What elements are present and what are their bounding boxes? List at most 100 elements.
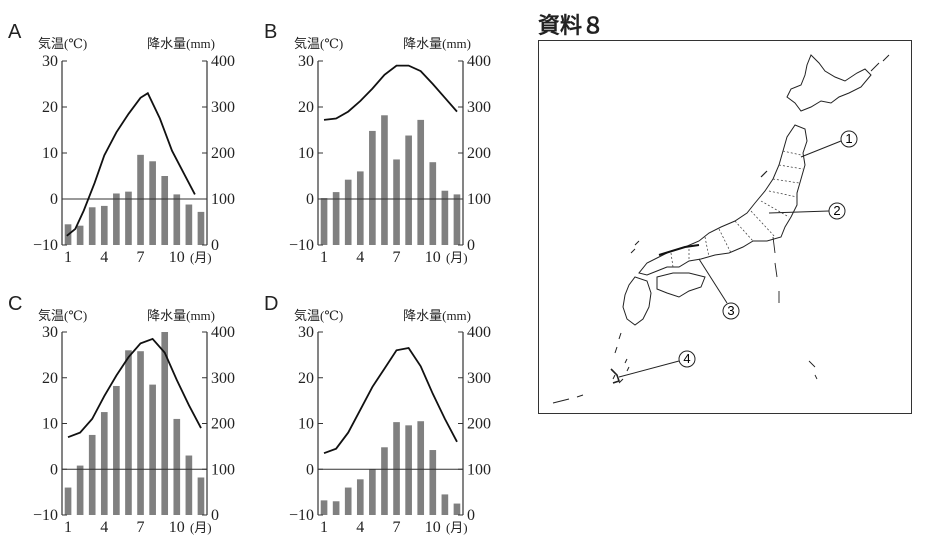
chart-C-temperature-line	[67, 337, 202, 439]
chart-A-bar-12	[197, 211, 205, 245]
chart-D-rtick-label-2: 200	[467, 416, 491, 433]
hokkaido-outline	[786, 54, 872, 112]
chart-C-rtick-label-2: 200	[211, 416, 235, 433]
chart-C-bar-5	[113, 385, 120, 515]
chart-C-temp-label: 気温(℃)	[38, 308, 87, 323]
chart-A-xtick-1: 4	[100, 249, 108, 266]
chart-B-ltick-label-2: 10	[298, 145, 314, 162]
chart-B-temp-label: 気温(℃)	[294, 36, 343, 51]
chart-D-bar-8	[405, 425, 412, 515]
chart-B-xtick-0: 1	[320, 249, 328, 266]
chart-B-bar-11	[441, 190, 449, 245]
chart-B-ltick-label-4: −10	[289, 237, 314, 254]
chart-C-ltick-label-3: 0	[50, 461, 58, 478]
prefecture-borders	[670, 150, 804, 268]
chart-A-ltick-label-1: 20	[42, 99, 58, 116]
chart-D-rtick-label-0: 400	[467, 324, 491, 341]
chart-C-bar-7	[137, 351, 144, 515]
chart-B-ltick-label-0: 30	[298, 53, 314, 70]
chart-C-rtick-label-4: 0	[211, 507, 219, 524]
chart-A-precip-label: 降水量(mm)	[147, 36, 215, 51]
chart-C-ltick-label-2: 10	[42, 416, 58, 433]
chart-D-xtick-0: 1	[320, 519, 328, 536]
chart-A-bar-7	[137, 154, 144, 245]
chart-D-bar-7	[393, 422, 400, 515]
okinawa	[610, 368, 621, 384]
chart-C-month-unit: (月)	[190, 520, 212, 535]
japan-map: 1 2 3 4	[538, 40, 912, 414]
chart-C-bar-12	[197, 477, 205, 515]
sado-island	[760, 170, 768, 178]
chart-D-ltick-label-1: 20	[298, 370, 314, 387]
chart-B-bar-5	[369, 130, 376, 245]
chart-A-bar-2	[76, 225, 84, 245]
chart-A-rtick-label-2: 200	[211, 145, 235, 162]
chart-A-letter: A	[8, 21, 22, 43]
marker-1-label: 1	[845, 131, 852, 146]
chart-A-temp-label: 気温(℃)	[38, 36, 87, 51]
chart-C-bar-11	[185, 455, 193, 515]
chart-B-bar-1	[320, 198, 328, 245]
chart-C-bar-8	[149, 384, 156, 515]
chart-D-rtick-label-3: 100	[467, 461, 491, 478]
chart-B-rtick-label-1: 300	[467, 99, 491, 116]
pacific-islands	[772, 236, 818, 380]
chart-C-bar-4	[100, 412, 108, 515]
chart-C-bar-6	[125, 350, 132, 515]
chart-A-bar-10	[173, 194, 181, 245]
chart-D-temp-label: 気温(℃)	[294, 308, 343, 323]
chart-C-rtick-label-1: 300	[211, 370, 235, 387]
chart-B-bar-10	[429, 162, 437, 245]
chart-C-xtick-0: 1	[64, 519, 72, 536]
chart-B-bar-3	[344, 179, 352, 245]
marker-4-label: 4	[683, 351, 690, 366]
chart-B-rtick-label-2: 200	[467, 145, 491, 162]
southwest-islands	[552, 394, 584, 404]
chart-B-rtick-label-0: 400	[467, 53, 491, 70]
chart-A-bar-8	[149, 161, 156, 245]
chart-C-bar-1	[64, 487, 72, 515]
chart-D-rtick-label-4: 0	[467, 507, 475, 524]
chart-D-rtick-label-1: 300	[467, 370, 491, 387]
chart-B-temperature-line	[323, 64, 458, 121]
marker-2: 2	[768, 202, 846, 220]
chart-C-bar-10	[173, 418, 181, 515]
oki-islands	[630, 240, 640, 254]
chart-D-bar-12	[453, 503, 461, 515]
chart-C-ltick-label-1: 20	[42, 370, 58, 387]
chart-B-rtick-label-4: 0	[467, 237, 475, 254]
chart-A-rtick-label-4: 0	[211, 237, 219, 254]
chart-B-bar-4	[356, 171, 364, 245]
chart-C-ltick-label-0: 30	[42, 324, 58, 341]
chart-B-bar-12	[453, 194, 461, 245]
chart-B-bar-8	[405, 135, 412, 245]
chart-A-temperature-line	[66, 91, 196, 237]
chart-A-rtick-label-0: 400	[211, 53, 235, 70]
chart-B-letter: B	[264, 21, 277, 43]
marker-3: 3	[698, 258, 740, 320]
chart-A-ltick-label-2: 10	[42, 145, 58, 162]
chart-A-rtick-label-1: 300	[211, 99, 235, 116]
chart-A-month-unit: (月)	[190, 250, 212, 265]
shikoku-outline	[656, 272, 706, 298]
chart-D-temperature-line	[323, 347, 458, 455]
chart-A-xtick-2: 7	[137, 249, 145, 266]
chart-C-precip-label: 降水量(mm)	[147, 308, 215, 323]
chart-C-bar-9	[161, 332, 169, 515]
chart-B-xtick-1: 4	[356, 249, 364, 266]
kyushu-outline	[622, 276, 652, 326]
chart-D-ltick-label-4: −10	[289, 507, 314, 524]
chart-A-bar-6	[125, 191, 132, 245]
chart-A-rtick-label-3: 100	[211, 191, 235, 208]
map-title: 資料８	[538, 14, 605, 39]
chart-A-xtick-3: 10	[169, 249, 185, 266]
chart-B-bar-2	[332, 192, 340, 245]
chart-C-rtick-label-3: 100	[211, 461, 235, 478]
chart-C-bar-2	[76, 465, 84, 515]
chart-D-bar-2	[332, 501, 340, 515]
chart-C-letter: C	[8, 293, 22, 315]
chart-B-bar-9	[417, 119, 425, 245]
chart-A-bar-11	[185, 204, 193, 245]
chart-D-ltick-label-3: 0	[306, 461, 314, 478]
